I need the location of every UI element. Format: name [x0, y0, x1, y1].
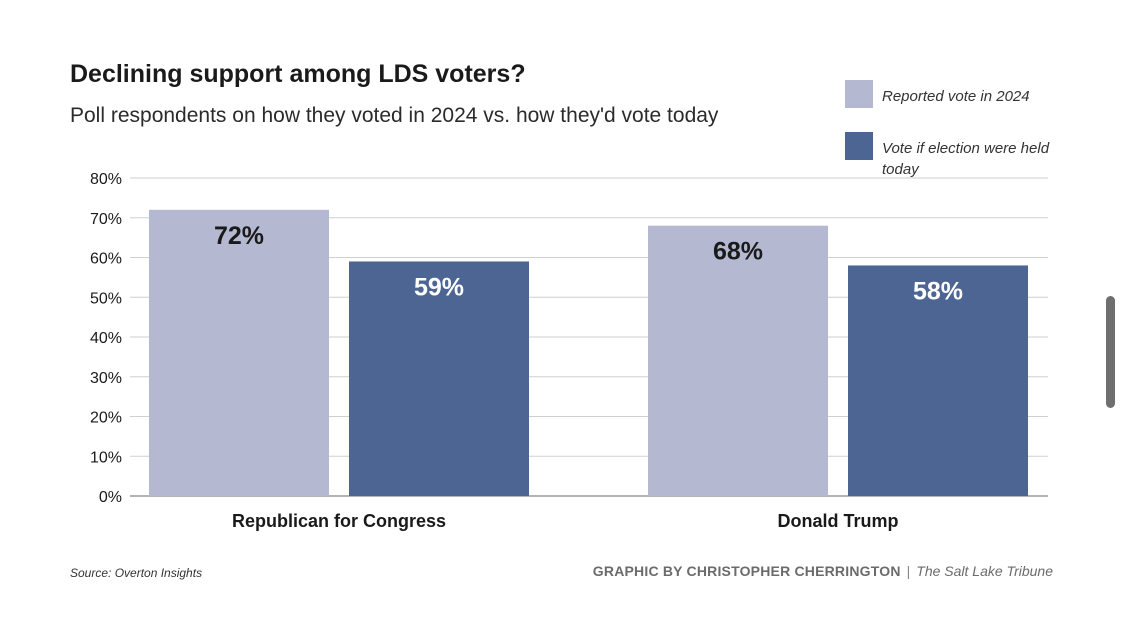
y-tick-label-30: 30% [90, 370, 122, 387]
y-tick-label-20: 20% [90, 410, 122, 427]
y-tick-label-50: 50% [90, 290, 122, 307]
legend-swatch-reported-2024 [845, 80, 873, 108]
legend-label-reported-2024: Reported vote in 2024 [882, 88, 1030, 105]
bar-reported-2024-0 [149, 209, 329, 497]
y-tick-label-60: 60% [90, 251, 122, 268]
bar-reported-2024-1 [648, 225, 828, 496]
y-tick-label-0: 0% [99, 489, 122, 506]
scrollbar-thumb[interactable] [1106, 296, 1115, 408]
category-label-0: Republican for Congress [232, 511, 446, 531]
graphic-credit: GRAPHIC BY CHRISTOPHER CHERRINGTON | The S… [593, 563, 1053, 579]
y-tick-label-80: 80% [90, 171, 122, 188]
category-label-1: Donald Trump [778, 511, 899, 531]
chart-legend: Reported vote in 2024 Vote if election w… [845, 80, 1075, 192]
y-tick-label-70: 70% [90, 211, 122, 228]
y-tick-label-10: 10% [90, 449, 122, 466]
chart-title: Declining support among LDS voters? [70, 60, 526, 88]
bar-vote-today-0 [349, 261, 529, 496]
data-label-reported-2024-1: 68% [713, 238, 763, 266]
bar-vote-today-1 [848, 265, 1028, 496]
legend-item-reported-2024: Reported vote in 2024 [845, 80, 1075, 124]
data-label-vote-today-0: 59% [414, 273, 464, 301]
legend-swatch-vote-today [845, 132, 873, 160]
chart-subtitle: Poll respondents on how they voted in 20… [70, 104, 719, 127]
credit-separator: | [906, 563, 911, 579]
data-label-vote-today-1: 58% [913, 277, 963, 305]
y-tick-label-40: 40% [90, 330, 122, 347]
credit-publication: The Salt Lake Tribune [916, 563, 1053, 579]
source-note: Source: Overton Insights [70, 566, 203, 580]
legend-label-vote-today: Vote if election were held today [882, 140, 1050, 178]
legend-item-vote-today: Vote if election were held today [845, 132, 1075, 192]
data-label-reported-2024-0: 72% [214, 222, 264, 250]
credit-author: GRAPHIC BY CHRISTOPHER CHERRINGTON [592, 563, 901, 579]
